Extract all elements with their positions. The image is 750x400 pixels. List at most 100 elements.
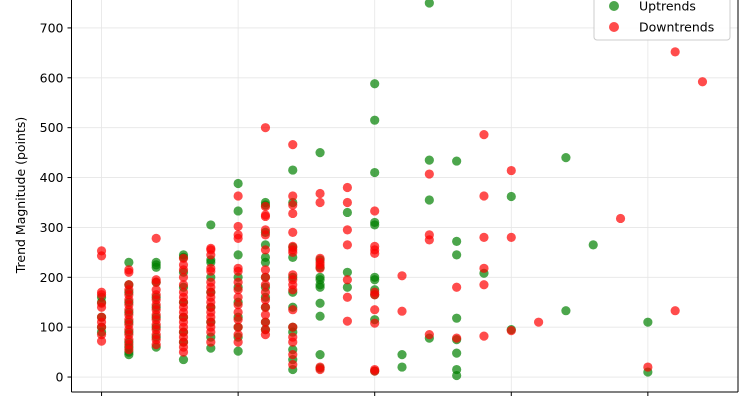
downtrends-point [233,221,243,232]
downtrends-point [288,349,298,360]
downtrends-point [288,227,298,238]
downtrends-point [506,326,516,336]
uptrends-point [452,250,462,260]
downtrends-point [643,362,653,372]
downtrends-point [479,232,489,242]
downtrends-point [260,245,271,255]
y-tick-label: 700 [40,20,64,35]
uptrends-point [643,317,653,327]
uptrends-point [506,191,516,202]
downtrends-point [288,359,298,370]
uptrends-point [342,282,352,292]
y-tick-label: 400 [40,170,64,185]
downtrends-point [315,197,325,208]
downtrends-point [342,292,352,302]
downtrends-point [260,295,271,305]
uptrends-point [178,354,189,365]
downtrends-point [370,290,380,300]
uptrends-point [561,306,571,316]
downtrends-point [178,253,189,263]
downtrends-point [151,340,161,350]
downtrends-point [206,337,216,347]
downtrends-point [233,266,243,276]
downtrends-point [233,292,243,302]
uptrends-point [424,195,434,205]
grid [71,0,738,392]
downtrends-point [506,232,516,242]
downtrends-point [670,47,680,57]
downtrends-point [315,364,325,375]
downtrends-point [288,285,298,295]
downtrends-point [615,213,626,224]
downtrends-point [533,317,544,327]
downtrends-point [233,315,243,325]
downtrends-point [288,337,298,347]
legend-marker-uptrends [609,1,619,11]
uptrends-point [452,348,462,358]
downtrends-point [424,330,434,340]
downtrends-point [96,290,107,300]
downtrends-point [260,330,271,340]
uptrends-point [233,346,243,356]
downtrends-point [288,208,298,219]
uptrends-point [452,236,462,246]
downtrends-point [233,330,243,340]
downtrends-point [233,233,243,243]
uptrends-point [452,156,462,166]
downtrends-point [96,251,107,261]
uptrends-point [315,349,325,360]
uptrends-point [342,207,352,218]
downtrends-point [178,265,189,275]
downtrends-point [206,250,216,260]
uptrends-point [370,275,380,285]
uptrends-point [151,262,161,272]
downtrends-point [233,300,243,310]
uptrends-point [288,165,298,175]
downtrends-point [452,333,462,343]
y-tick-label: 0 [56,370,64,385]
y-tick-label: 500 [40,120,64,135]
downtrends-point [96,302,107,312]
downtrends-point [96,322,107,332]
uptrends-point [233,178,243,189]
downtrends-point [697,77,708,87]
uptrends-point [370,220,380,230]
uptrends-point [342,267,352,277]
legend-marker-downtrends [609,22,619,32]
downtrends-point [233,285,243,295]
downtrends-point [260,123,271,133]
legend-label-downtrends: Downtrends [639,20,714,35]
downtrends-point [670,306,680,316]
downtrends-point [260,211,271,222]
uptrends-point [315,311,325,321]
uptrends-point [397,362,407,372]
uptrends-point [370,79,380,89]
ticks: 0 100 200 300 400 500 600 700 [40,20,649,396]
downtrends-point [479,331,489,341]
uptrends-point [260,257,271,267]
downtrends-point [342,182,352,193]
downtrends-point [260,302,271,312]
y-tick-label: 100 [40,320,64,335]
downtrends-point [260,230,271,240]
uptrends-point [370,167,380,178]
uptrends-point [233,250,243,260]
legend-label-uptrends: Uptrends [639,0,696,14]
downtrends-point [124,267,134,277]
downtrends-point [479,263,489,273]
downtrends-point [260,272,271,282]
uptrends-point [561,152,571,163]
downtrends-point [479,280,489,290]
downtrends-point [479,191,489,201]
uptrends-point [588,240,598,250]
downtrends-point [288,191,298,201]
uptrends-point [315,282,325,292]
downtrends-point [233,337,243,347]
downtrends-point [178,347,189,357]
downtrends-point [479,130,489,140]
downtrends-point [233,277,243,287]
uptrends-point [397,349,407,360]
downtrends-point [233,191,243,201]
downtrends-point [370,248,380,258]
downtrends-point [370,318,380,328]
